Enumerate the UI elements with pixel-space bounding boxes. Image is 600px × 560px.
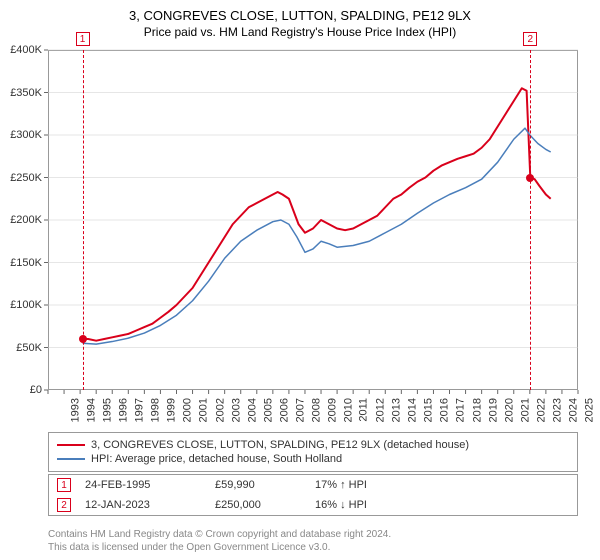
row-price: £250,000 [215, 499, 315, 511]
x-tick-label: 2016 [439, 398, 451, 422]
y-tick-label: £0 [2, 384, 42, 396]
x-tick-label: 2023 [551, 398, 563, 422]
marker-vline [530, 50, 531, 390]
x-tick-label: 2017 [455, 398, 467, 422]
y-tick-label: £350K [2, 87, 42, 99]
x-tick-label: 2004 [246, 398, 258, 422]
x-tick-label: 2021 [519, 398, 531, 422]
x-tick-label: 2008 [310, 398, 322, 422]
x-tick-label: 1996 [118, 398, 130, 422]
chart-frame [48, 50, 578, 390]
x-tick-label: 2018 [471, 398, 483, 422]
row-pct: 17% ↑ HPI [315, 479, 435, 491]
legend-swatch [57, 458, 85, 460]
x-tick-label: 2020 [503, 398, 515, 422]
chart-subtitle: Price paid vs. HM Land Registry's House … [0, 23, 600, 39]
x-tick-label: 2000 [182, 398, 194, 422]
x-tick-label: 2009 [326, 398, 338, 422]
y-tick-label: £250K [2, 172, 42, 184]
x-tick-label: 2001 [198, 398, 210, 422]
row-marker-icon: 2 [57, 498, 71, 512]
x-tick-label: 2012 [375, 398, 387, 422]
footnote-line2: This data is licensed under the Open Gov… [48, 541, 391, 554]
marker-label: 1 [76, 32, 90, 46]
row-price: £59,990 [215, 479, 315, 491]
y-tick-label: £400K [2, 44, 42, 56]
x-tick-label: 1998 [150, 398, 162, 422]
x-tick-label: 2015 [423, 398, 435, 422]
marker-point [79, 335, 87, 343]
marker-label: 2 [523, 32, 537, 46]
data-table-row: 2 12-JAN-2023£250,00016% ↓ HPI [49, 495, 577, 515]
legend-item: HPI: Average price, detached house, Sout… [57, 452, 569, 466]
x-tick-label: 2010 [343, 398, 355, 422]
x-tick-label: 2025 [583, 398, 595, 422]
x-tick-label: 2019 [487, 398, 499, 422]
y-tick-label: £200K [2, 214, 42, 226]
row-pct: 16% ↓ HPI [315, 499, 435, 511]
x-tick-label: 2011 [358, 398, 370, 422]
legend-label: HPI: Average price, detached house, Sout… [91, 453, 342, 465]
x-tick-label: 2005 [262, 398, 274, 422]
x-tick-label: 2003 [230, 398, 242, 422]
legend-item: 3, CONGREVES CLOSE, LUTTON, SPALDING, PE… [57, 438, 569, 452]
marker-point [526, 174, 534, 182]
footnote-line1: Contains HM Land Registry data © Crown c… [48, 528, 391, 541]
row-date: 12-JAN-2023 [85, 499, 215, 511]
x-tick-label: 2007 [294, 398, 306, 422]
legend: 3, CONGREVES CLOSE, LUTTON, SPALDING, PE… [48, 432, 578, 472]
x-tick-label: 2006 [278, 398, 290, 422]
x-tick-label: 1995 [102, 398, 114, 422]
x-tick-label: 1993 [69, 398, 81, 422]
legend-swatch [57, 444, 85, 446]
data-table: 1 24-FEB-1995£59,99017% ↑ HPI 2 12-JAN-2023… [48, 474, 578, 516]
data-table-row: 1 24-FEB-1995£59,99017% ↑ HPI [49, 475, 577, 495]
row-date: 24-FEB-1995 [85, 479, 215, 491]
x-tick-label: 2013 [391, 398, 403, 422]
x-tick-label: 2024 [567, 398, 579, 422]
chart-container: 3, CONGREVES CLOSE, LUTTON, SPALDING, PE… [0, 0, 600, 560]
legend-label: 3, CONGREVES CLOSE, LUTTON, SPALDING, PE… [91, 439, 469, 451]
y-tick-label: £300K [2, 129, 42, 141]
chart-title: 3, CONGREVES CLOSE, LUTTON, SPALDING, PE… [0, 0, 600, 23]
x-tick-label: 1999 [166, 398, 178, 422]
x-tick-label: 2022 [535, 398, 547, 422]
x-tick-label: 2002 [214, 398, 226, 422]
x-tick-label: 1994 [86, 398, 98, 422]
x-tick-label: 2014 [407, 398, 419, 422]
x-tick-label: 1997 [134, 398, 146, 422]
y-tick-label: £150K [2, 257, 42, 269]
y-tick-label: £50K [2, 342, 42, 354]
footnote: Contains HM Land Registry data © Crown c… [48, 528, 391, 554]
row-marker-icon: 1 [57, 478, 71, 492]
y-tick-label: £100K [2, 299, 42, 311]
